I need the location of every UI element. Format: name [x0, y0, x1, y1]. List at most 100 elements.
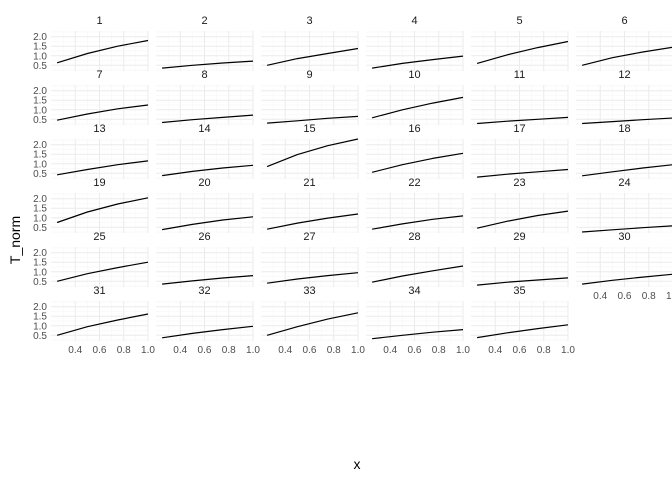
- facet-strip-label: 1: [96, 15, 102, 27]
- facet-strip-label: 14: [198, 123, 210, 135]
- facet-strip-label: 8: [201, 69, 207, 81]
- facet-strip-label: 12: [618, 69, 630, 81]
- x-tick-label: 1.0: [141, 345, 155, 356]
- y-tick-label: 1.5: [33, 150, 47, 161]
- facet-strip-label: 31: [93, 285, 105, 297]
- y-tick-label: 1.0: [33, 321, 47, 332]
- facet-strip-label: 23: [513, 177, 525, 189]
- facet-panel-9: 9: [261, 69, 359, 125]
- series-line: [477, 168, 569, 178]
- facet-panel-8: 8: [156, 69, 254, 125]
- facet-strip-label: 18: [618, 123, 630, 135]
- facet-panel-30: 30 0.4 0.6 0.8 1.0: [576, 231, 672, 302]
- facet-panel-35: 35 0.4 0.6 0.8 1.0: [471, 285, 575, 356]
- series-line: [582, 273, 672, 285]
- facet-panel-2: 2: [156, 15, 254, 71]
- x-tick-label: 0.8: [432, 345, 446, 356]
- series-line: [476, 210, 569, 229]
- facet-panel-28: 28: [366, 231, 464, 287]
- series-line: [582, 164, 672, 177]
- series-line: [477, 324, 569, 339]
- facet-strip-label: 5: [516, 15, 522, 27]
- facet-strip-label: 30: [618, 231, 630, 243]
- series-line: [56, 160, 149, 176]
- facet-strip-label: 15: [303, 123, 315, 135]
- y-tick-label: 2.0: [33, 32, 47, 43]
- y-tick-label: 0.5: [33, 223, 47, 234]
- facet-strip-label: 19: [93, 177, 105, 189]
- series-line: [477, 277, 569, 286]
- facet-strip-label: 25: [93, 231, 105, 243]
- y-tick-label: 1.0: [33, 213, 47, 224]
- x-tick-label: 1.0: [456, 345, 470, 356]
- y-tick-label: 1.5: [33, 42, 47, 53]
- series-line: [161, 216, 254, 231]
- series-line: [582, 225, 672, 233]
- x-tick-label: 0.6: [303, 345, 317, 356]
- facet-strip-label: 34: [408, 285, 420, 297]
- y-tick-label: 2.0: [33, 248, 47, 259]
- x-tick-label: 0.6: [93, 345, 107, 356]
- series-line: [266, 47, 359, 66]
- facet-strip-label: 11: [514, 69, 525, 81]
- y-axis-title: T_norm: [7, 216, 23, 264]
- y-tick-label: 2.0: [33, 194, 47, 205]
- facet-strip-label: 17: [513, 123, 525, 135]
- facet-panel-16: 16: [366, 123, 464, 179]
- x-tick-label: 0.6: [513, 345, 527, 356]
- facet-strip-label: 13: [93, 123, 105, 135]
- y-tick-label: 2.0: [33, 86, 47, 97]
- series-line: [372, 329, 464, 340]
- series-line: [56, 261, 149, 282]
- x-tick-label: 0.4: [593, 291, 607, 302]
- x-tick-label: 0.8: [642, 291, 656, 302]
- facet-strip-label: 4: [411, 15, 417, 27]
- facet-panel-23: 23: [471, 177, 569, 233]
- y-tick-label: 0.5: [33, 331, 47, 342]
- facet-panel-14: 14: [156, 123, 254, 179]
- series-line: [371, 152, 464, 173]
- facet-strip-label: 32: [198, 285, 210, 297]
- x-tick-label: 1.0: [246, 345, 260, 356]
- facet-panel-19: 19 0.51.01.52.0: [33, 177, 149, 234]
- facet-panel-21: 21: [261, 177, 359, 233]
- facet-strip-label: 6: [621, 15, 627, 27]
- facet-strip-label: 16: [408, 123, 420, 135]
- facet-strip-label: 26: [198, 231, 210, 243]
- facet-panel-10: 10: [366, 69, 464, 125]
- series-line: [372, 55, 464, 69]
- facet-panel-17: 17: [471, 123, 569, 179]
- x-tick-label: 1.0: [666, 291, 672, 302]
- y-tick-label: 0.5: [33, 115, 47, 126]
- x-tick-label: 1.0: [561, 345, 575, 356]
- facet-strip-label: 35: [513, 285, 525, 297]
- facet-panel-29: 29: [471, 231, 569, 287]
- x-tick-label: 0.8: [537, 345, 551, 356]
- facet-panel-13: 13 0.51.01.52.0: [33, 123, 149, 180]
- x-tick-label: 0.6: [408, 345, 422, 356]
- series-line: [56, 39, 149, 64]
- series-line: [162, 164, 254, 177]
- series-line: [56, 313, 149, 336]
- facet-strip-label: 7: [96, 69, 102, 81]
- series-line: [162, 275, 254, 285]
- facet-panel-32: 32 0.4 0.6 0.8 1.0: [156, 285, 260, 356]
- facet-panel-22: 22: [366, 177, 464, 233]
- facet-panel-3: 3: [261, 15, 359, 71]
- series-line: [477, 116, 569, 125]
- series-line: [267, 115, 359, 124]
- facet-strip-label: 24: [618, 177, 630, 189]
- series-line: [371, 265, 464, 283]
- facet-panel-27: 27: [261, 231, 359, 287]
- facet-strip-label: 28: [408, 231, 420, 243]
- x-tick-label: 0.8: [222, 345, 236, 356]
- x-tick-label: 0.4: [173, 345, 187, 356]
- facet-panel-31: 310.51.01.52.00.4 0.6 0.8 1.0: [33, 285, 155, 356]
- facet-panel-6: 6: [576, 15, 672, 71]
- series-line: [582, 117, 672, 125]
- panels-layer: 10.51.01.52.02 3 4 5 670.51.01.52.08 9 10 11 121…: [33, 15, 672, 356]
- facet-panel-11: 11: [471, 69, 569, 125]
- series-line: [371, 96, 464, 119]
- y-tick-label: 1.5: [33, 96, 47, 107]
